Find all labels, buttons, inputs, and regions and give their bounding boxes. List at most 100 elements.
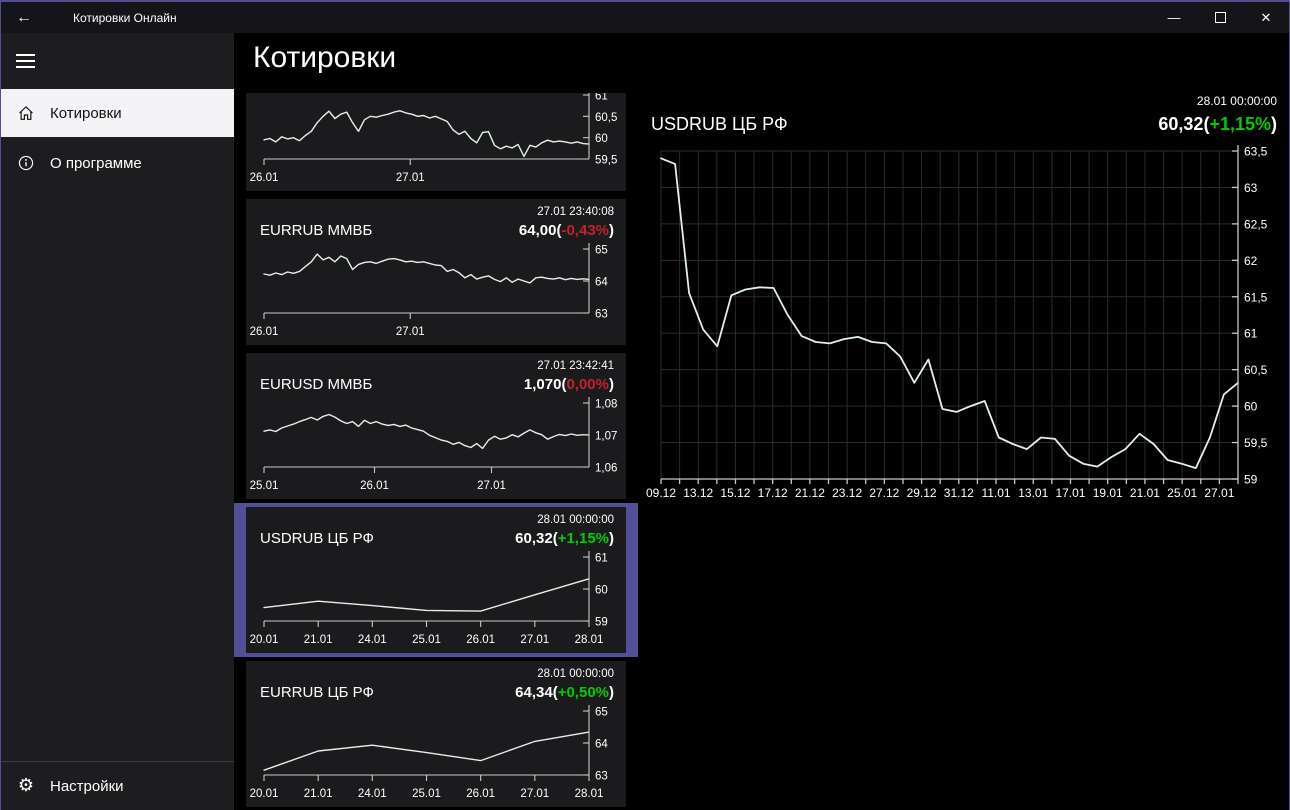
sidebar-item-label: Котировки bbox=[50, 104, 122, 122]
menu-button[interactable] bbox=[1, 33, 234, 89]
quote-percent: +0,50% bbox=[557, 684, 609, 701]
svg-text:21.01: 21.01 bbox=[304, 634, 333, 646]
svg-text:27.01: 27.01 bbox=[396, 326, 425, 338]
svg-text:27.01: 27.01 bbox=[520, 634, 549, 646]
back-icon: ← bbox=[16, 8, 32, 26]
quote-name: EURRUB ЦБ РФ bbox=[260, 684, 374, 701]
quote-value: 1,070(0,00%) bbox=[523, 376, 614, 393]
svg-text:21.12: 21.12 bbox=[795, 486, 825, 500]
svg-text:27.12: 27.12 bbox=[869, 486, 899, 500]
svg-text:26.01: 26.01 bbox=[360, 480, 389, 492]
svg-text:60,5: 60,5 bbox=[595, 112, 617, 124]
svg-text:25.01: 25.01 bbox=[1167, 486, 1197, 500]
detail-value: 60,32(+1,15%) bbox=[1158, 113, 1277, 134]
quote-value: 60,32(+1,15%) bbox=[515, 530, 614, 547]
quote-timestamp: 28.01 00:00:00 bbox=[537, 514, 614, 526]
quote-chart: 25.01 26.01 27.01 1,08 1,07 1,06 bbox=[250, 397, 617, 492]
quote-timestamp: 27.01 23:42:41 bbox=[537, 360, 614, 372]
svg-text:11.01: 11.01 bbox=[981, 486, 1010, 500]
svg-text:27.01: 27.01 bbox=[396, 172, 425, 184]
svg-text:13.01: 13.01 bbox=[1018, 486, 1048, 500]
detail-name: USDRUB ЦБ РФ bbox=[651, 113, 788, 134]
quotes-list: 26.01 27.01 61 60,5 60 59,5 27.01 23:40:08 EU… bbox=[234, 93, 638, 810]
svg-text:20.01: 20.01 bbox=[250, 788, 279, 800]
svg-text:63: 63 bbox=[595, 771, 608, 783]
svg-text:63: 63 bbox=[1244, 181, 1258, 195]
svg-text:61: 61 bbox=[595, 93, 608, 103]
close-button[interactable]: ✕ bbox=[1243, 2, 1289, 33]
svg-text:09.12: 09.12 bbox=[646, 486, 676, 500]
svg-text:26.01: 26.01 bbox=[466, 788, 495, 800]
svg-text:28.01: 28.01 bbox=[575, 788, 604, 800]
quote-card: 27.01 23:40:08 EURRUB ММВБ 64,00(-0,43%)… bbox=[246, 199, 626, 345]
quote-list-item[interactable]: 26.01 27.01 61 60,5 60 59,5 bbox=[234, 93, 638, 195]
svg-text:60: 60 bbox=[1244, 400, 1258, 414]
svg-text:13.12: 13.12 bbox=[683, 486, 713, 500]
svg-text:63: 63 bbox=[595, 309, 608, 321]
quote-value: 64,34(+0,50%) bbox=[515, 684, 614, 701]
content-area: Котировки 26.01 27.01 61 60,5 60 59,5 27.01 2… bbox=[234, 33, 1289, 810]
quote-chart: 26.01 27.01 65 64 63 bbox=[250, 243, 608, 338]
quote-list-item[interactable]: 28.01 00:00:00 USDRUB ЦБ РФ 60,32(+1,15%… bbox=[234, 503, 638, 657]
svg-text:60: 60 bbox=[595, 585, 608, 597]
svg-text:65: 65 bbox=[595, 707, 608, 719]
svg-text:17.12: 17.12 bbox=[758, 486, 788, 500]
quote-list-item[interactable]: 27.01 23:42:41 EURUSD ММВБ 1,070(0,00%) … bbox=[234, 349, 638, 503]
titlebar: ← Котировки Онлайн — ✕ bbox=[1, 1, 1289, 33]
detail-panel: 28.01 00:00:00 USDRUB ЦБ РФ 60,32(+1,15%… bbox=[646, 93, 1277, 519]
svg-text:23.12: 23.12 bbox=[832, 486, 862, 500]
svg-text:27.01: 27.01 bbox=[477, 480, 506, 492]
svg-text:29.12: 29.12 bbox=[907, 486, 937, 500]
sidebar-item-label: О программе bbox=[50, 154, 142, 172]
svg-text:27.01: 27.01 bbox=[520, 788, 549, 800]
svg-text:24.01: 24.01 bbox=[358, 788, 387, 800]
svg-text:61,5: 61,5 bbox=[1244, 290, 1268, 304]
quote-name: USDRUB ЦБ РФ bbox=[260, 530, 374, 547]
svg-text:59: 59 bbox=[1244, 473, 1258, 487]
page-title: Котировки bbox=[253, 41, 397, 74]
detail-chart: 09.12 13.12 15.12 17.12 21.12 23.12 27.12 29.12… bbox=[646, 145, 1268, 501]
svg-text:25.01: 25.01 bbox=[412, 634, 441, 646]
svg-text:60: 60 bbox=[595, 133, 608, 145]
svg-text:59: 59 bbox=[595, 617, 608, 629]
svg-text:64: 64 bbox=[595, 277, 608, 289]
svg-text:21.01: 21.01 bbox=[304, 788, 333, 800]
home-icon bbox=[16, 103, 36, 123]
quote-card: 26.01 27.01 61 60,5 60 59,5 bbox=[246, 93, 626, 191]
svg-text:15.12: 15.12 bbox=[720, 486, 750, 500]
sidebar-item-quotes[interactable]: Котировки bbox=[1, 89, 234, 137]
svg-text:1,06: 1,06 bbox=[595, 463, 617, 475]
detail-percent: +1,15% bbox=[1209, 113, 1271, 134]
quote-chart: 20.01 21.01 24.01 25.01 26.01 27.01 28.01 61 60 5… bbox=[250, 551, 608, 646]
maximize-icon bbox=[1214, 12, 1226, 23]
svg-text:59,5: 59,5 bbox=[595, 155, 617, 167]
sidebar-item-settings[interactable]: ⚙ Настройки bbox=[1, 762, 234, 810]
svg-text:1,08: 1,08 bbox=[595, 399, 617, 411]
minimize-button[interactable]: — bbox=[1151, 2, 1197, 33]
quote-timestamp: 27.01 23:40:08 bbox=[537, 206, 614, 218]
svg-text:26.01: 26.01 bbox=[250, 326, 279, 338]
back-button[interactable]: ← bbox=[1, 2, 47, 33]
quote-list-item[interactable]: 28.01 00:00:00 EURRUB ЦБ РФ 64,34(+0,50%… bbox=[234, 657, 638, 810]
svg-text:31.12: 31.12 bbox=[944, 486, 974, 500]
quote-card: 28.01 00:00:00 EURRUB ЦБ РФ 64,34(+0,50%… bbox=[246, 661, 626, 807]
svg-text:61: 61 bbox=[1244, 327, 1258, 341]
minimize-icon: — bbox=[1167, 10, 1181, 25]
sidebar: Котировки О программе ⚙ Настройки bbox=[1, 33, 234, 810]
detail-timestamp: 28.01 00:00:00 bbox=[1196, 94, 1277, 108]
sidebar-item-about[interactable]: О программе bbox=[1, 139, 234, 187]
app-body: Котировки О программе ⚙ Настройки Котиро… bbox=[1, 33, 1289, 810]
svg-text:63,5: 63,5 bbox=[1244, 145, 1268, 159]
quote-chart: 26.01 27.01 61 60,5 60 59,5 bbox=[250, 93, 617, 184]
maximize-button[interactable] bbox=[1197, 2, 1243, 33]
sidebar-item-label: Настройки bbox=[50, 777, 124, 795]
info-icon bbox=[16, 153, 36, 173]
svg-text:21.01: 21.01 bbox=[1130, 486, 1160, 500]
svg-text:64: 64 bbox=[595, 739, 608, 751]
svg-text:28.01: 28.01 bbox=[575, 634, 604, 646]
quote-list-item[interactable]: 27.01 23:40:08 EURRUB ММВБ 64,00(-0,43%)… bbox=[234, 195, 638, 349]
close-icon: ✕ bbox=[1260, 9, 1272, 25]
svg-text:62,5: 62,5 bbox=[1244, 217, 1268, 231]
svg-text:27.01: 27.01 bbox=[1204, 486, 1234, 500]
